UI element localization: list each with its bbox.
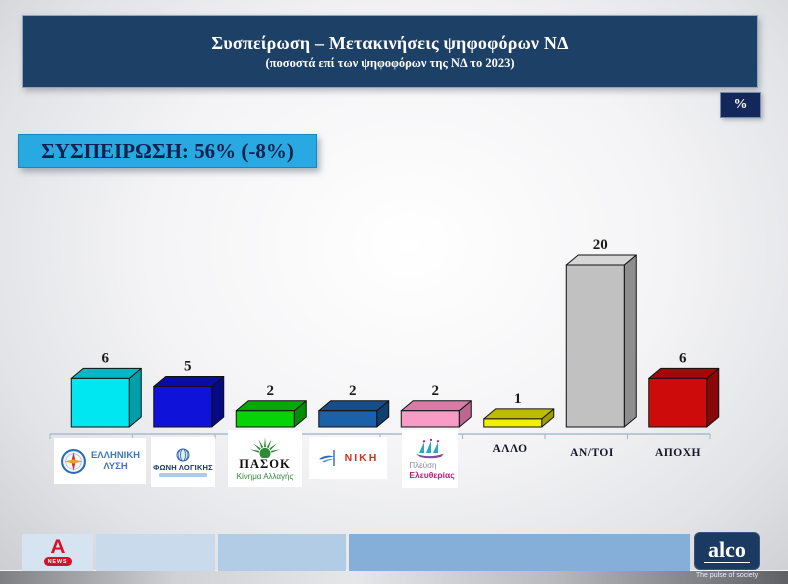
bar-ΕΛΛΗΝΙΚΗ ΛΥΣΗ: 6 [70,350,142,428]
plefsi-label-line2: Ελευθερίας [409,469,455,480]
logo-pasok: ΠΑΣΟΚ Κίνημα Αλλαγής [228,430,302,487]
footer-box-3 [218,534,346,571]
elliniki-lysi-label: ΕΛΛΗΝΙΚΗ ΛΥΣΗ [90,450,141,472]
footer-box-4 [349,534,690,571]
cohesion-label: ΣΥΣΠΕΙΡΩΣΗ: 56% (-8%) [41,138,294,163]
page-subtitle: (ποσοστά επί των ψηφοφόρων της ΝΔ το 202… [265,55,515,70]
bottom-gradient-strip [0,570,788,584]
percent-unit-badge: % [720,92,761,118]
logo-elliniki-lysi: ΕΛΛΗΝΙΚΗ ΛΥΣΗ [54,438,146,484]
bar-ΦΩΝΗ ΛΟΓΙΚΗΣ: 5 [153,359,225,428]
bar-value-label: 6 [102,350,110,366]
alco-logo-text: alco [708,536,746,562]
alpha-tv-icon: A [49,537,66,558]
alco-logo-underline [704,561,750,564]
footer-box-alpha: A NEWS [22,534,93,571]
bar-value-label: 5 [184,359,192,375]
logo-niki: ΝΙΚΗ [309,437,387,479]
category-label-allo: ΑΛΛΟ [492,443,528,455]
bar-ΑΠΟΧΗ: 6 [648,350,720,428]
niki-feather-icon [318,450,335,466]
category-label-apoxi: ΑΠΟΧΗ [655,447,701,459]
elliniki-lysi-compass-icon [60,448,86,474]
bar-chart: 6 5 2 2 2 1 20 6 [49,237,720,439]
pasok-label: ΠΑΣΟΚ [239,457,291,471]
bar-value-label: 20 [593,237,608,253]
pasok-sun-icon [249,437,281,458]
bar-ΠΑΣΟΚ – Κίνημα Αλλαγής: 2 [235,383,307,428]
pasok-sublabel: Κίνημα Αλλαγής [236,472,294,481]
foni-logikis-globe-icon [176,448,190,461]
alco-logo: alco [694,532,760,570]
logo-foni-logikis: ΦΩΝΗ ΛΟΓΙΚΗΣ [151,437,215,487]
slide-header: Συσπείρωση – Μετακινήσεις ψηφοφόρων ΝΔ (… [22,15,758,88]
niki-label: ΝΙΚΗ [344,452,379,464]
footer-box-2 [96,534,215,571]
bar-value-label: 2 [432,383,440,399]
bar-value-label: 2 [267,383,275,399]
page-title: Συσπείρωση – Μετακινήσεις ψηφοφόρων ΝΔ [211,32,569,53]
bar-ΑΛΛΟ: 1 [483,391,555,428]
foni-logikis-label: ΦΩΝΗ ΛΟΓΙΚΗΣ [153,462,213,472]
foni-logikis-slogan-bar [159,472,207,477]
bar-Πλεύση Ελευθερίας: 2 [400,383,472,428]
plefsi-ship-icon [416,438,444,458]
plefsi-label-line1: Πλεύση [409,460,437,470]
logo-plefsi-eleftherias: Πλεύση Ελευθερίας [402,430,458,488]
bar-ΝΙΚΗ: 2 [318,383,390,428]
bar-ΑΝ/ΤΟΙ: 20 [565,237,637,428]
bar-value-label: 1 [514,391,522,407]
cohesion-highlight-box: ΣΥΣΠΕΙΡΩΣΗ: 56% (-8%) [18,134,317,168]
alpha-news-badge: NEWS [43,557,72,566]
category-label-antoi: ΑΝ/ΤΟΙ [570,447,614,459]
bar-value-label: 6 [679,350,687,366]
bar-value-label: 2 [349,383,357,399]
alco-tagline: The pulse of society [695,572,759,579]
